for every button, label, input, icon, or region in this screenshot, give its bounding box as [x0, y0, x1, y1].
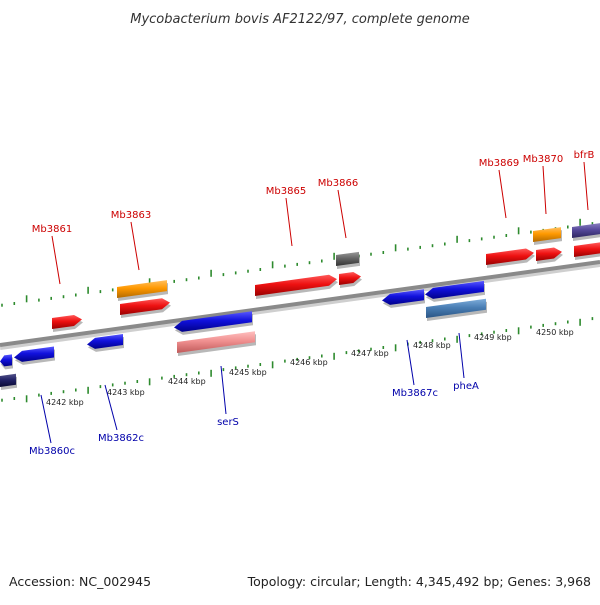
topology-text: Topology: circular; Length: 4,345,492 bp…	[247, 574, 591, 589]
gene-label-mb3860c[interactable]: Mb3860c	[29, 446, 75, 457]
tick-label-4247: 4247 kbp	[351, 349, 389, 358]
gene-mb3867c[interactable]	[382, 289, 425, 308]
gene-mb3861-body	[52, 314, 82, 329]
feature-purple-1-body	[572, 223, 600, 238]
tick-label-4243: 4243 kbp	[107, 388, 145, 397]
gene-mb3867c-body	[382, 289, 424, 305]
feature-purple-1[interactable]	[572, 223, 600, 241]
gene-bfrb-body	[574, 242, 600, 257]
gene-label-mb3869[interactable]: Mb3869	[479, 158, 519, 169]
leader-line-mb3860c	[40, 394, 52, 444]
gene-mb3869[interactable]	[486, 248, 535, 268]
gene-label-mb3867c[interactable]: Mb3867c	[392, 388, 438, 399]
gene-sers-body	[174, 311, 252, 332]
tick-label-4245: 4245 kbp	[229, 368, 267, 377]
feature-steelblue-1[interactable]	[426, 298, 487, 321]
gene-mb3861[interactable]	[52, 314, 83, 332]
feature-layer	[0, 223, 600, 390]
reverse-leader-lines	[40, 332, 465, 444]
gene-mb3865[interactable]	[255, 274, 338, 299]
accession-text: Accession: NC_002945	[9, 574, 151, 589]
gene-mb3865-body	[255, 274, 337, 296]
leader-line-mb3870	[542, 165, 547, 215]
gene-mb3863[interactable]	[120, 298, 171, 318]
feature-navy-1[interactable]	[0, 373, 17, 390]
feature-orange-1-body	[117, 280, 167, 298]
leader-line-mb3865	[285, 197, 293, 247]
leader-line-mb3866	[337, 189, 347, 239]
gene-label-mb3863[interactable]: Mb3863	[111, 210, 151, 221]
gene-mb3862c[interactable]	[87, 334, 124, 352]
gene-label-sers[interactable]: serS	[217, 417, 239, 428]
gene-mb3870-body	[536, 247, 562, 261]
gene-sers[interactable]	[174, 311, 253, 335]
gene-label-mb3866[interactable]: Mb3866	[318, 178, 358, 189]
leader-line-sers	[220, 365, 227, 415]
gene-mb3869-body	[486, 248, 534, 265]
gene-mb3863-body	[120, 298, 170, 315]
tick-label-4244: 4244 kbp	[168, 377, 206, 386]
forward-leader-lines	[51, 161, 589, 285]
gene-mb3860c[interactable]	[14, 346, 55, 365]
leader-line-phea	[458, 332, 465, 379]
feature-navy-1-body	[0, 373, 16, 387]
gene-mb3858c-body	[0, 354, 12, 367]
tick-label-4246: 4246 kbp	[290, 358, 328, 367]
gene-bfrb[interactable]	[574, 242, 600, 260]
feature-orange-2[interactable]	[533, 227, 562, 245]
feature-gray-1[interactable]	[336, 251, 360, 269]
leader-line-mb3869	[498, 169, 507, 219]
gene-label-phea[interactable]: pheA	[453, 381, 479, 392]
gene-mb3870[interactable]	[536, 247, 563, 264]
genome-backbone	[0, 260, 600, 347]
gene-label-mb3870[interactable]: Mb3870	[523, 154, 563, 165]
feature-pink-1-body	[177, 331, 255, 353]
tick-label-4248: 4248 kbp	[413, 341, 451, 350]
feature-steelblue-1-body	[426, 298, 486, 318]
feature-gray-1-body	[336, 251, 359, 266]
tick-label-4250: 4250 kbp	[536, 328, 574, 337]
scale-labels: 4242 kbp 4243 kbp 4244 kbp 4245 kbp 4246…	[46, 328, 574, 407]
reverse-gene-labels: Mb3860c Mb3862c serS Mb3867c pheA	[29, 381, 479, 457]
gene-phea[interactable]	[425, 280, 485, 302]
lower-tick-track	[1, 317, 594, 403]
leader-line-mb3863	[130, 221, 140, 271]
forward-gene-labels: Mb3861 Mb3863 Mb3865 Mb3866 Mb3869 Mb387…	[32, 150, 595, 235]
feature-pink-1[interactable]	[177, 331, 256, 356]
gene-mb3866[interactable]	[339, 272, 362, 288]
tick-label-4249: 4249 kbp	[474, 333, 512, 342]
tick-label-4242: 4242 kbp	[46, 398, 84, 407]
gene-mb3860c-body	[14, 346, 54, 362]
leader-line-bfrb	[583, 161, 589, 211]
gene-mb3866-body	[339, 272, 361, 285]
gene-label-mb3862c[interactable]: Mb3862c	[98, 433, 144, 444]
leader-line-mb3862c	[104, 384, 118, 431]
gene-mb3858c[interactable]	[0, 354, 13, 370]
gene-phea-body	[425, 280, 484, 299]
leader-line-mb3867c	[406, 339, 415, 386]
gene-label-bfrb[interactable]: bfrB	[574, 150, 595, 161]
gene-mb3862c-body	[87, 334, 123, 349]
gene-label-mb3865[interactable]: Mb3865	[266, 186, 306, 197]
feature-orange-1[interactable]	[117, 280, 168, 301]
map-title: Mycobacterium bovis AF2122/97, complete …	[130, 12, 469, 27]
gene-label-mb3861[interactable]: Mb3861	[32, 224, 72, 235]
leader-line-mb3861	[51, 235, 61, 285]
feature-orange-2-body	[533, 227, 561, 242]
